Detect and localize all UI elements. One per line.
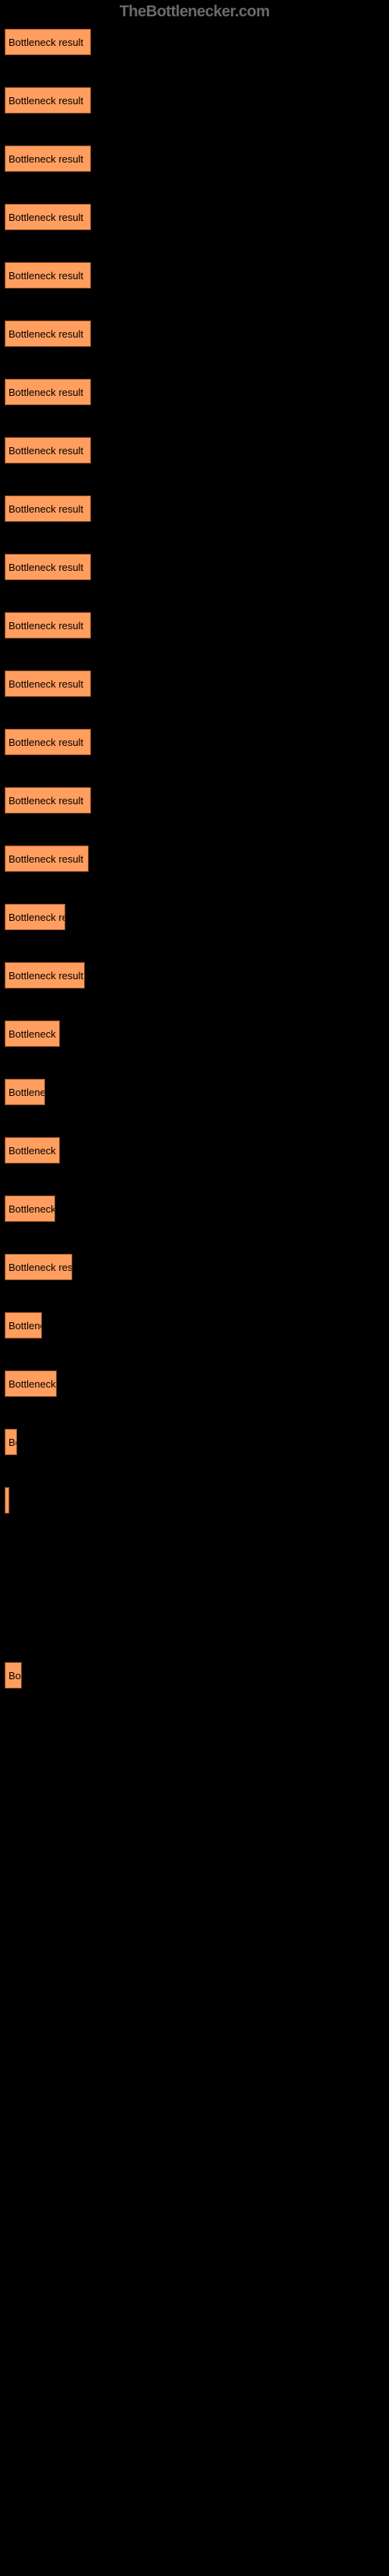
bar-label: Bottleneck result bbox=[5, 387, 83, 398]
bar: Bottleneck result bbox=[5, 1370, 57, 1397]
bar: Bottleneck result bbox=[5, 670, 91, 697]
bar: Bottleneck result bbox=[5, 1137, 60, 1164]
bar-label: Bottleneck result bbox=[5, 912, 65, 923]
bar-label: Bottleneck result bbox=[5, 37, 83, 48]
bar-row: Bottleneck result bbox=[5, 29, 389, 87]
bar: Bottleneck result bbox=[5, 87, 91, 114]
bar: Bottleneck result bbox=[5, 1429, 17, 1455]
bar-label: Bottleneck result bbox=[5, 1145, 60, 1157]
bar-row: Bottleneck result bbox=[5, 495, 389, 554]
bar-row: Bottleneck result bbox=[5, 845, 389, 904]
bar-row: Bottleneck result bbox=[5, 87, 389, 145]
bar: Bottleneck result bbox=[5, 379, 91, 405]
bar-row: Bottleneck result bbox=[5, 379, 389, 437]
bar: Bottleneck result bbox=[5, 1662, 22, 1689]
bar-label: Bottleneck result bbox=[5, 678, 83, 690]
bar-row: Bottleneck result bbox=[5, 320, 389, 379]
bar-row bbox=[5, 1604, 389, 1662]
bar-row: Bottleneck result bbox=[5, 904, 389, 962]
bar: Bottleneck result bbox=[5, 29, 91, 55]
bar: Bottleneck result bbox=[5, 1254, 72, 1280]
bar: Bottleneck result bbox=[5, 729, 91, 755]
bar-row: Bottleneck result bbox=[5, 1195, 389, 1254]
bar-label: Bottleneck result bbox=[5, 1262, 72, 1273]
bar-row: Bottleneck result bbox=[5, 670, 389, 729]
bar: Bottleneck result bbox=[5, 1195, 55, 1222]
bar-row: Bottleneck result bbox=[5, 204, 389, 262]
bar-label: Bottleneck result bbox=[5, 970, 83, 982]
bar: Bottleneck result bbox=[5, 145, 91, 172]
bar: Bottleneck result bbox=[5, 1312, 42, 1339]
bar-row: Bottleneck result bbox=[5, 1487, 389, 1545]
bar: Bottleneck result bbox=[5, 437, 91, 464]
bar-label: Bottleneck result bbox=[5, 212, 83, 223]
bar-label: Bottleneck result bbox=[5, 445, 83, 457]
bar: Bottleneck result bbox=[5, 1487, 9, 1514]
bar-row: Bottleneck result bbox=[5, 145, 389, 204]
bar: Bottleneck result bbox=[5, 495, 91, 522]
bar-row: Bottleneck result bbox=[5, 554, 389, 612]
bar-label: Bottleneck result bbox=[5, 1087, 45, 1098]
bar-row: Bottleneck result bbox=[5, 1079, 389, 1137]
bar-row: Bottleneck result bbox=[5, 787, 389, 845]
site-title: TheBottlenecker.com bbox=[120, 3, 270, 20]
site-header: TheBottlenecker.com bbox=[0, 0, 389, 29]
bar-label: Bottleneck result bbox=[5, 737, 83, 748]
bar-label: Bottleneck result bbox=[5, 503, 83, 515]
bar-row: Bottleneck result bbox=[5, 437, 389, 495]
bar-label: Bottleneck result bbox=[5, 1495, 9, 1507]
bar-label: Bottleneck result bbox=[5, 328, 83, 340]
bar-row bbox=[5, 1545, 389, 1604]
bar-row: Bottleneck result bbox=[5, 1137, 389, 1195]
bar: Bottleneck result bbox=[5, 1020, 60, 1047]
bar-row: Bottleneck result bbox=[5, 1312, 389, 1370]
bar: Bottleneck result bbox=[5, 612, 91, 639]
bar-label: Bottleneck result bbox=[5, 1437, 17, 1448]
bar-label: Bottleneck result bbox=[5, 95, 83, 107]
bar-label: Bottleneck result bbox=[5, 562, 83, 573]
bar: Bottleneck result bbox=[5, 1079, 45, 1105]
bar-row: Bottleneck result bbox=[5, 1662, 389, 1720]
bar-row: Bottleneck result bbox=[5, 1429, 389, 1487]
bar-label: Bottleneck result bbox=[5, 1203, 55, 1215]
bar-row: Bottleneck result bbox=[5, 1254, 389, 1312]
bar-row: Bottleneck result bbox=[5, 1020, 389, 1079]
bar-row: Bottleneck result bbox=[5, 1370, 389, 1429]
bar: Bottleneck result bbox=[5, 204, 91, 230]
bar: Bottleneck result bbox=[5, 904, 65, 930]
bar: Bottleneck result bbox=[5, 845, 89, 872]
bar: Bottleneck result bbox=[5, 962, 85, 989]
bar-label: Bottleneck result bbox=[5, 1670, 22, 1682]
bar-label: Bottleneck result bbox=[5, 1028, 60, 1040]
bar: Bottleneck result bbox=[5, 320, 91, 347]
bar-row: Bottleneck result bbox=[5, 612, 389, 670]
bar-label: Bottleneck result bbox=[5, 1320, 42, 1332]
bar-label: Bottleneck result bbox=[5, 1378, 57, 1390]
bar-chart: Bottleneck result Bottleneck result Bottle… bbox=[0, 29, 389, 1720]
bar-label: Bottleneck result bbox=[5, 153, 83, 165]
bar-label: Bottleneck result bbox=[5, 270, 83, 282]
bar-row: Bottleneck result bbox=[5, 262, 389, 320]
bar: Bottleneck result bbox=[5, 787, 91, 814]
bar: Bottleneck result bbox=[5, 262, 91, 289]
bar: Bottleneck result bbox=[5, 554, 91, 580]
bar-row: Bottleneck result bbox=[5, 729, 389, 787]
bar-label: Bottleneck result bbox=[5, 853, 83, 865]
bar-row: Bottleneck result bbox=[5, 962, 389, 1020]
bar-label: Bottleneck result bbox=[5, 620, 83, 632]
bar-label: Bottleneck result bbox=[5, 795, 83, 807]
